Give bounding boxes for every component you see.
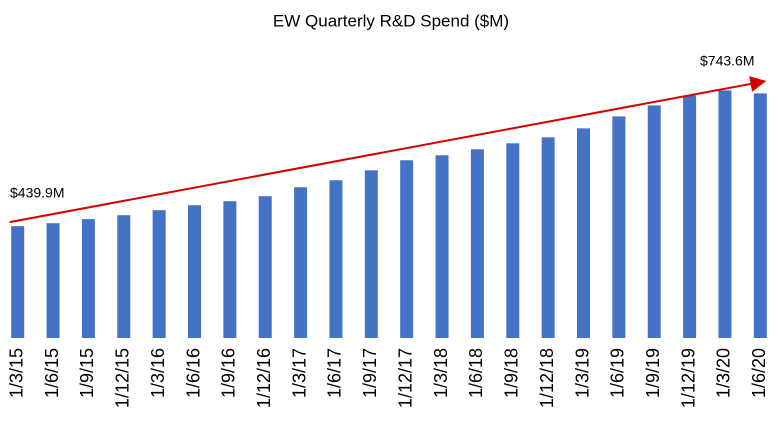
bar xyxy=(329,180,343,338)
bar xyxy=(223,201,237,338)
x-tick-label: 1/6/19 xyxy=(608,348,628,398)
bar xyxy=(683,95,697,338)
x-tick-label: 1/9/15 xyxy=(77,348,97,398)
bar xyxy=(647,105,661,338)
x-tick-label: 1/9/19 xyxy=(643,348,663,398)
x-tick-label: 1/12/18 xyxy=(537,348,557,408)
trend-arrow xyxy=(9,76,767,224)
bar xyxy=(11,226,25,338)
bar xyxy=(753,93,767,339)
bar xyxy=(577,128,590,338)
x-tick-label: 1/6/18 xyxy=(466,348,486,398)
chart-title: EW Quarterly R&D Spend ($M) xyxy=(273,11,509,30)
bar xyxy=(46,223,60,338)
x-tick-label: 1/6/17 xyxy=(325,348,345,398)
bar xyxy=(81,219,95,338)
x-tick-label: 1/3/19 xyxy=(572,348,592,398)
x-tick-label: 1/9/16 xyxy=(219,348,239,398)
x-tick-label: 1/3/16 xyxy=(148,348,168,398)
bar xyxy=(612,116,626,338)
x-tick-label: 1/9/18 xyxy=(502,348,522,398)
bar xyxy=(718,90,732,338)
bar xyxy=(506,143,520,338)
x-tick-label: 1/3/17 xyxy=(289,348,309,398)
annotation: $439.9M xyxy=(10,185,64,201)
bar xyxy=(435,155,449,338)
bar xyxy=(294,187,308,338)
x-tick-label: 1/3/20 xyxy=(714,348,734,398)
bar xyxy=(188,205,201,338)
bar xyxy=(258,196,272,338)
x-tick-label: 1/3/18 xyxy=(431,348,451,398)
x-tick-label: 1/6/15 xyxy=(42,348,62,398)
x-tick-label: 1/12/17 xyxy=(395,348,415,408)
annotation: $743.6M xyxy=(700,53,754,69)
x-tick-label: 1/9/17 xyxy=(360,348,380,398)
x-tick-label: 1/12/16 xyxy=(254,348,274,408)
bar xyxy=(400,160,414,338)
bar xyxy=(117,215,131,338)
bar xyxy=(470,149,484,338)
x-tick-label: 1/12/15 xyxy=(113,348,133,408)
bar xyxy=(364,170,378,338)
x-tick-label: 1/3/15 xyxy=(6,348,26,398)
x-tick-label: 1/6/20 xyxy=(749,348,769,398)
bar xyxy=(152,210,166,338)
x-tick-label: 1/6/16 xyxy=(183,348,203,398)
x-tick-label: 1/12/19 xyxy=(678,348,698,408)
bar xyxy=(541,137,555,338)
